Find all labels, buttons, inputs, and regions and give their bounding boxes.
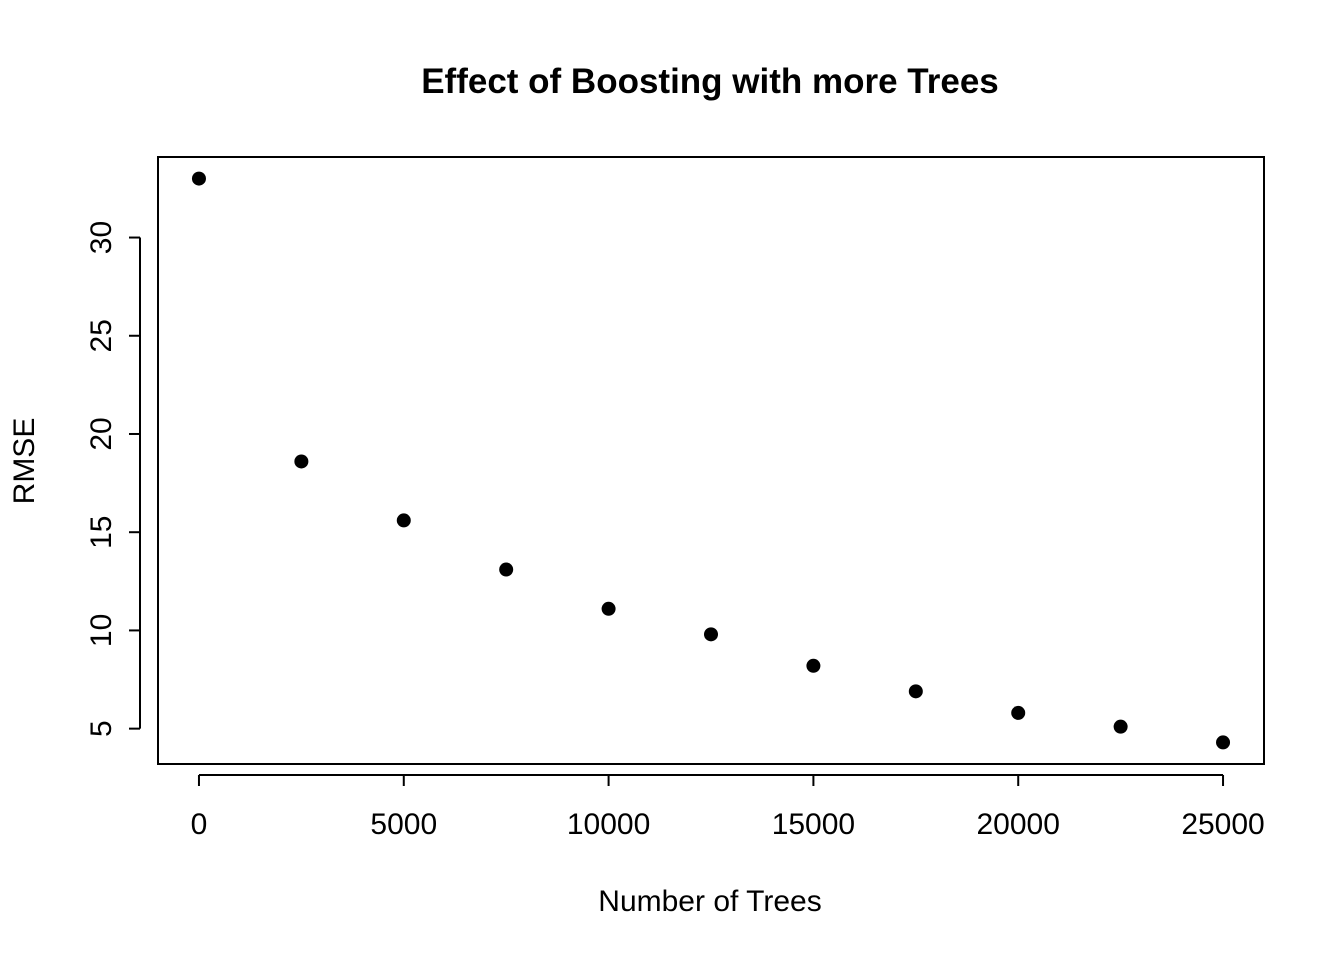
data-point <box>191 171 206 186</box>
y-tick-label: 25 <box>85 319 118 352</box>
data-point <box>294 454 309 469</box>
x-tick-label: 15000 <box>772 808 855 841</box>
y-tick-label: 10 <box>85 614 118 647</box>
x-axis: 0 5000 10000 15000 20000 25000 <box>191 774 1265 841</box>
y-tick-label: 5 <box>85 720 118 737</box>
x-axis-label: Number of Trees <box>598 885 821 918</box>
y-tick-label: 30 <box>85 221 118 254</box>
y-axis: 5 10 15 20 25 30 <box>85 221 141 737</box>
x-tick-label: 10000 <box>567 808 650 841</box>
y-tick-label: 20 <box>85 417 118 450</box>
y-axis-label: RMSE <box>8 418 41 505</box>
data-point <box>1011 705 1026 720</box>
x-tick-label: 20000 <box>977 808 1060 841</box>
data-point <box>601 601 616 616</box>
plot-area <box>157 156 1265 765</box>
data-points <box>191 171 1231 750</box>
data-point <box>704 627 718 642</box>
y-tick-label: 15 <box>85 516 118 549</box>
data-point <box>1216 735 1231 750</box>
data-point <box>396 513 411 528</box>
data-point <box>806 658 821 673</box>
x-tick-label: 25000 <box>1181 808 1264 841</box>
data-point <box>499 562 514 577</box>
data-point <box>908 684 923 699</box>
x-tick-label: 5000 <box>370 808 437 841</box>
chart-title: Effect of Boosting with more Trees <box>421 62 999 101</box>
data-point <box>1113 719 1128 734</box>
x-tick-label: 0 <box>191 808 208 841</box>
